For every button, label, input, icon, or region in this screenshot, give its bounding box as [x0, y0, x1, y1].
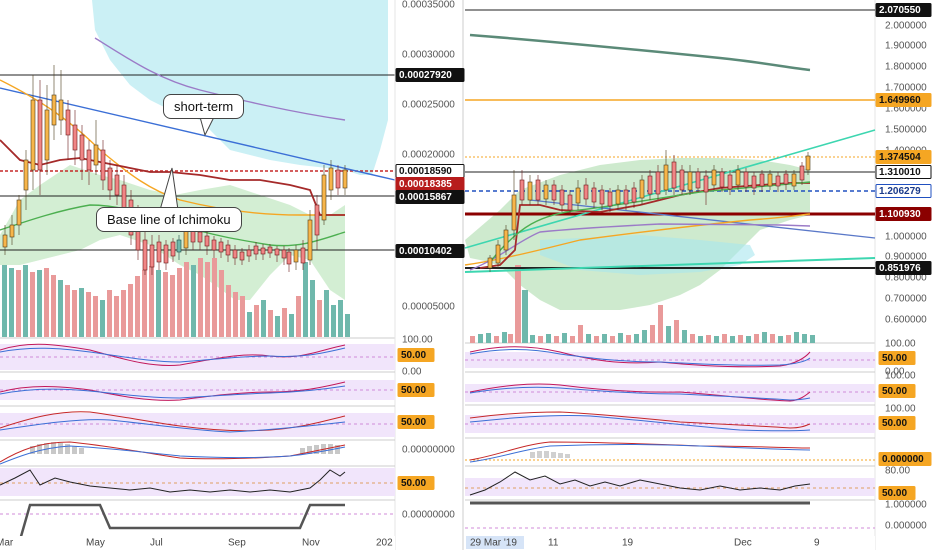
right-indicator-tag-text: 50.00 [882, 386, 907, 397]
right-price-tick: 1.000000 [885, 232, 927, 243]
left-indicator-tag: 50.00 [397, 383, 435, 397]
left-price-tag: 0.00027920 [395, 68, 465, 82]
left-indicator-tick: 0.00000000 [402, 445, 455, 456]
right-price-tag-text: 2.070550 [879, 5, 921, 16]
right-price-tick: 0.900000 [885, 252, 927, 263]
right-indicator-tag: 50.00 [878, 416, 916, 430]
right-price-tag: 1.206279 [875, 184, 932, 198]
right-date-label: Dec [734, 538, 752, 549]
right-price-tick: 1.800000 [885, 62, 927, 73]
right-indicator-tick: 100.00 [885, 371, 916, 382]
right-price-tag-text: 1.100930 [879, 209, 921, 220]
left-indicators [0, 343, 395, 542]
left-date-label: Nov [302, 538, 320, 549]
right-price-tag: 1.649960 [875, 93, 932, 107]
right-price-tag-text: 1.310010 [879, 167, 921, 178]
right-price-tag: 2.070550 [875, 3, 932, 17]
left-price-tag-text: 0.00010402 [399, 246, 452, 257]
left-price-tick: 0.00030000 [402, 50, 455, 61]
left-price-tag-text: 0.00015867 [399, 192, 452, 203]
left-candles [2, 65, 348, 275]
left-price-tag-text: 0.00018590 [399, 166, 452, 177]
left-price-tick: 0.00020000 [402, 150, 455, 161]
right-indicator-tag-text: 50.00 [882, 488, 907, 499]
left-price-tick: 0.00035000 [402, 0, 455, 11]
right-price-tick: 1.500000 [885, 125, 927, 136]
left-price-tag: 0.00010402 [395, 244, 465, 258]
right-date-label: 19 [622, 538, 634, 549]
left-indicator-tag-text: 50.00 [401, 385, 426, 396]
left-indicator-tick: 0.00 [402, 367, 422, 378]
right-indicator-tag-text: 0.000000 [882, 454, 924, 465]
right-date-label: 11 [548, 538, 559, 549]
right-indicators [465, 346, 875, 529]
right-price-tick: 2.000000 [885, 21, 927, 32]
right-indicator-tick: 100.00 [885, 339, 916, 350]
right-indicator-tick: 100.00 [885, 404, 916, 415]
left-indicator-tag-text: 50.00 [401, 417, 426, 428]
left-date-label: Jul [150, 538, 163, 549]
short-term-callout: short-term [163, 94, 245, 119]
right-indicator-tag-text: 50.00 [882, 353, 907, 364]
right-price-pane[interactable] [464, 9, 876, 343]
left-cloud-green [0, 165, 345, 300]
right-price-tag: 1.100930 [875, 207, 932, 221]
right-price-tag: 1.374504 [875, 150, 932, 164]
right-price-tag-text: 1.374504 [879, 152, 921, 163]
right-volume [470, 265, 815, 343]
right-indicator-tag: 50.00 [878, 384, 916, 398]
right-cloud-cyan [540, 235, 755, 275]
left-date-label: Sep [228, 538, 246, 549]
left-price-tag: 0.00018590 [395, 164, 465, 178]
right-indicator-tick: 1.000000 [885, 500, 927, 511]
left-price-tag: 0.00015867 [395, 190, 465, 204]
left-volume [2, 258, 350, 337]
left-price-pane[interactable] [0, 0, 396, 337]
left-indicator-tag: 50.00 [397, 476, 435, 490]
right-indicator-tag: 0.000000 [878, 452, 932, 466]
left-indicator-tag: 50.00 [397, 415, 435, 429]
left-indicator-tick: 0.00000000 [402, 510, 455, 521]
right-price-tick: 1.600000 [885, 104, 927, 115]
right-indicator-tag-text: 50.00 [882, 418, 907, 429]
left-price-tick: 0.00005000 [402, 302, 455, 313]
left-price-tag-text: 0.00027920 [399, 70, 452, 81]
right-indicator-tick: 80.00 [885, 466, 910, 477]
right-price-tick: 1.700000 [885, 83, 927, 94]
date-highlight [466, 536, 524, 549]
right-price-tag-text: 1.649960 [879, 95, 921, 106]
right-candles [487, 150, 811, 272]
left-indicator-tag-text: 50.00 [401, 350, 426, 361]
left-price-tag-text: 0.00018385 [399, 179, 452, 190]
right-price-tick: 1.900000 [885, 41, 927, 52]
left-date-label: Mar [0, 538, 14, 549]
right-price-tick: 0.800000 [885, 273, 927, 284]
left-indicator-tick: 100.00 [402, 335, 433, 346]
base-line-callout: Base line of Ichimoku [96, 207, 242, 232]
right-price-tick: 0.700000 [885, 294, 927, 305]
left-date-label: 202 [376, 538, 393, 549]
right-price-tag-text: 1.206279 [879, 186, 921, 197]
left-price-tag: 0.00018385 [395, 177, 465, 191]
right-indicator-tag: 50.00 [878, 351, 916, 365]
left-indicator-tag-text: 50.00 [401, 478, 426, 489]
right-price-tag: 1.310010 [875, 165, 932, 179]
left-indicator-tag: 50.00 [397, 348, 435, 362]
right-price-tag: 0.851976 [875, 261, 932, 275]
right-price-tag-text: 0.851976 [879, 263, 921, 274]
right-indicator-tick: 0.000000 [885, 521, 927, 532]
right-price-tick: 0.600000 [885, 315, 927, 326]
right-indicator-tag: 50.00 [878, 486, 916, 500]
right-cloud-green [465, 158, 810, 310]
right-date-label: 29 Mar '19 [470, 538, 517, 549]
left-date-label: May [86, 538, 105, 549]
left-price-tick: 0.00025000 [402, 100, 455, 111]
right-date-label: 9 [814, 538, 820, 549]
right-indicator-tick: 0.00 [885, 367, 905, 378]
left-cloud-cyan [92, 0, 388, 175]
